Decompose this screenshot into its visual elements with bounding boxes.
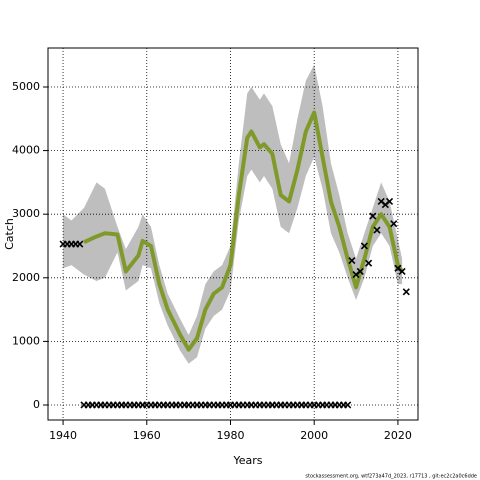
- observed-marker: [344, 401, 352, 409]
- x-tick-label: 1960: [133, 429, 161, 442]
- observed-marker: [365, 259, 373, 267]
- observed-marker: [402, 288, 410, 296]
- x-tick-label: 1980: [216, 429, 244, 442]
- footer: stockassessment.org, wtf273a47d_2023, r1…: [305, 474, 477, 480]
- x-tick-label: 1940: [49, 429, 77, 442]
- observed-marker: [76, 240, 84, 248]
- observed-marker: [390, 220, 398, 228]
- observed-marker: [360, 242, 368, 250]
- y-tick-label: 1000: [12, 334, 40, 347]
- observed-marker: [356, 267, 364, 275]
- observed-marker: [398, 267, 406, 275]
- y-tick-label: 0: [33, 398, 40, 411]
- x-tick-label: 2000: [300, 429, 328, 442]
- observed-marker: [369, 212, 377, 220]
- y-axis-label: Catch: [3, 218, 16, 250]
- y-tick-label: 5000: [12, 80, 40, 93]
- x-tick-label: 2020: [384, 429, 412, 442]
- x-axis-label: Years: [232, 454, 262, 467]
- observed-marker: [373, 226, 381, 234]
- plot-frame: [47, 47, 419, 421]
- y-tick-label: 3000: [12, 207, 40, 220]
- observed-marker: [385, 197, 394, 206]
- y-tick-label: 4000: [12, 144, 40, 157]
- observed-marker: [348, 257, 356, 265]
- y-tick-label: 2000: [12, 271, 40, 284]
